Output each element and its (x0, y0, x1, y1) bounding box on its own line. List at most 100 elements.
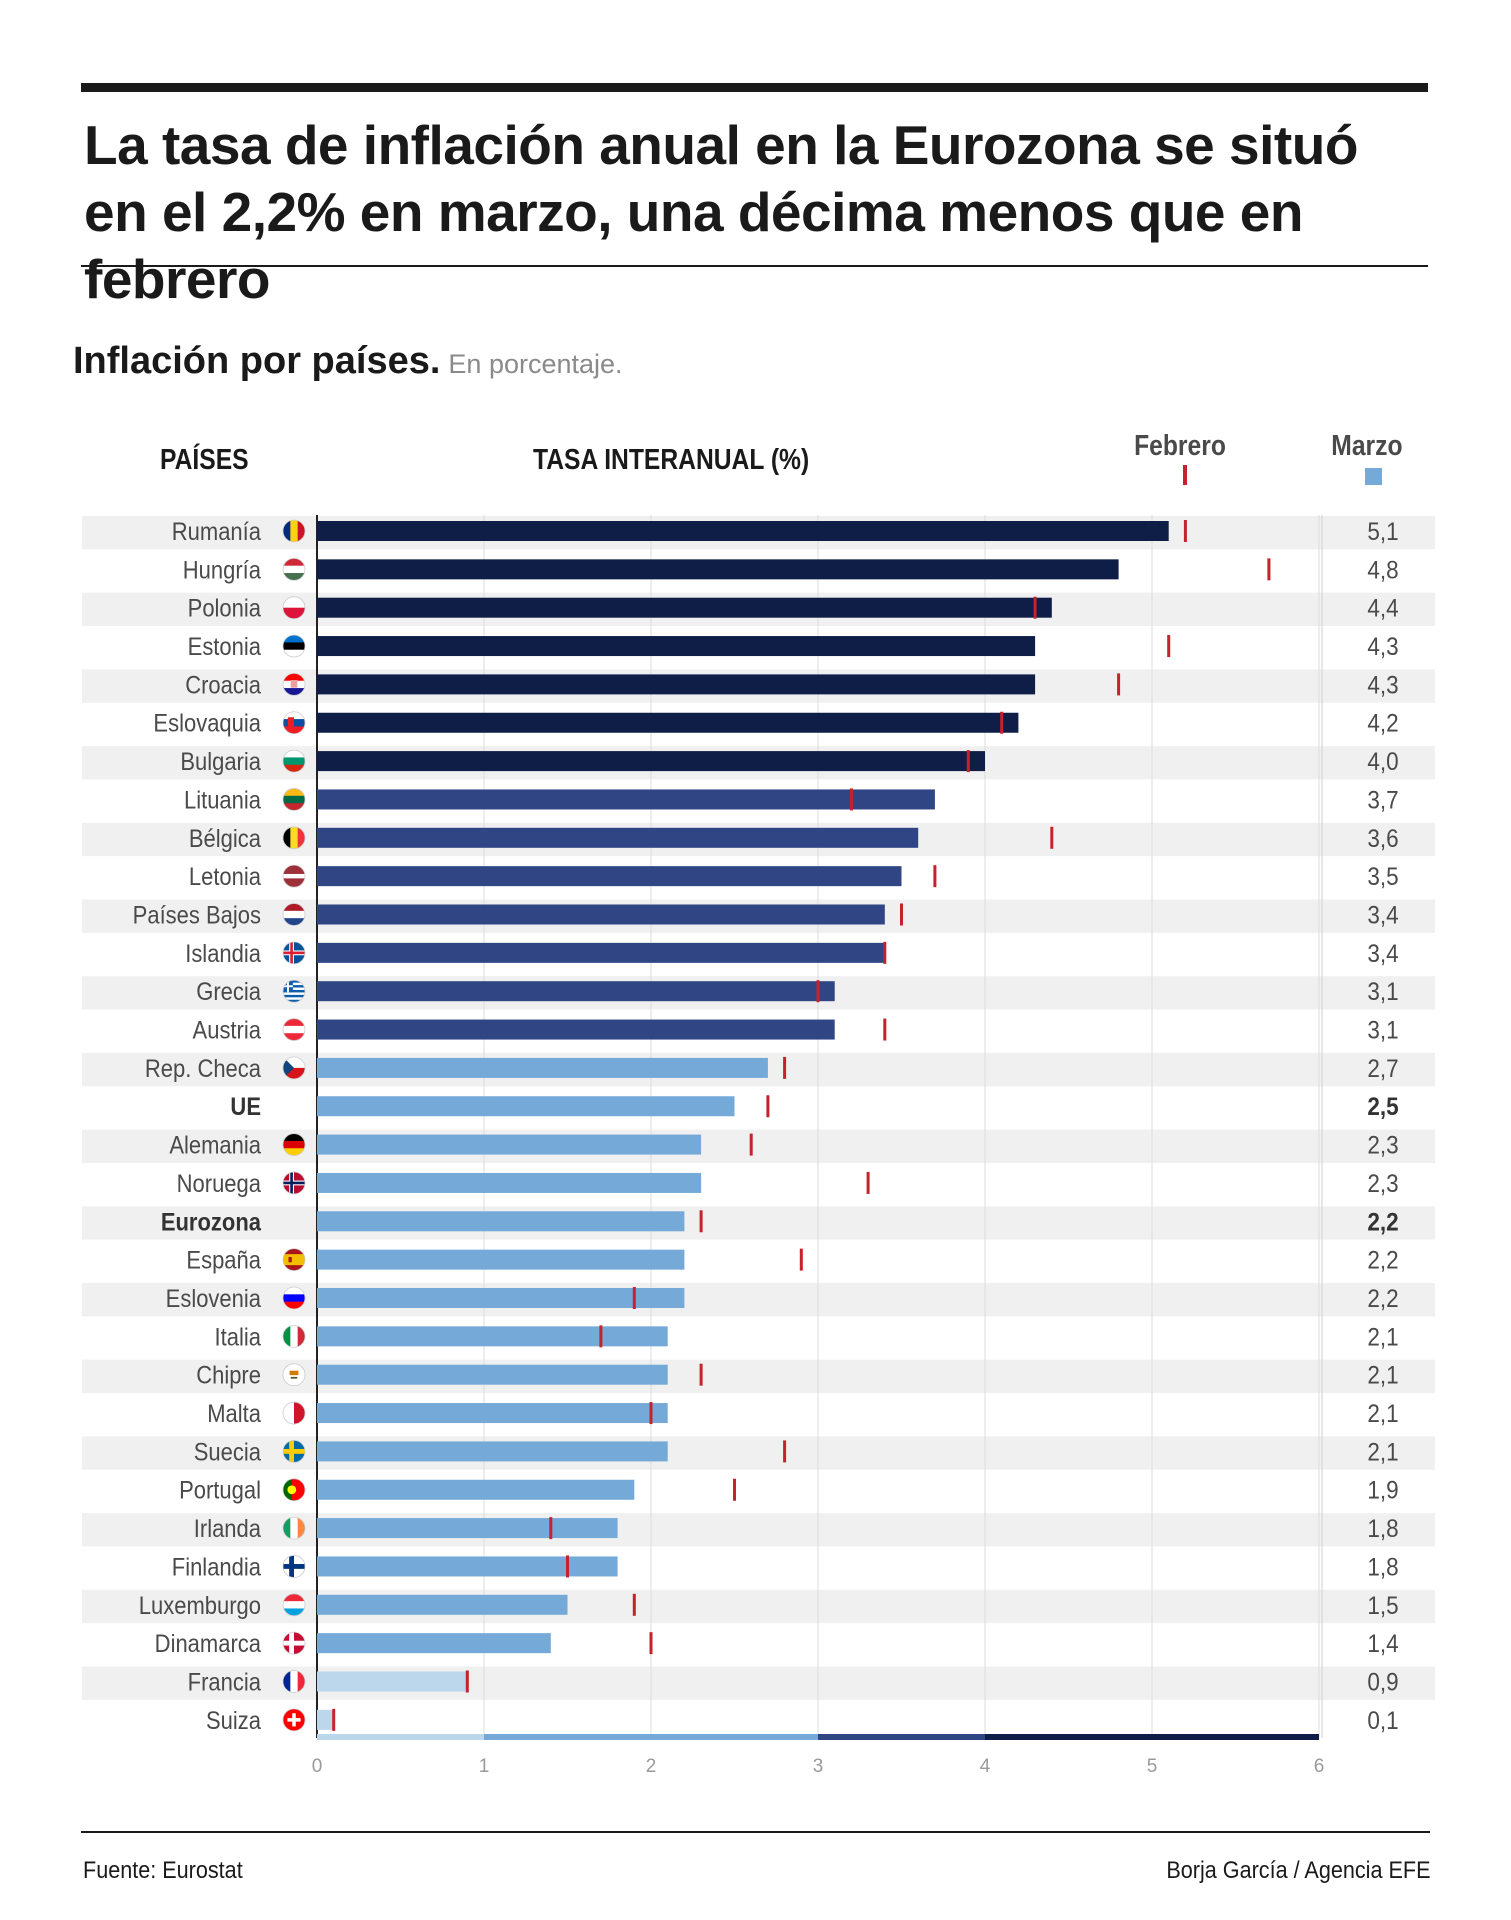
value-label: 2,2 (1367, 1208, 1398, 1236)
row-stripe (82, 1513, 1435, 1547)
value-label: 3,7 (1367, 786, 1398, 814)
flag-icon-no (282, 1171, 306, 1195)
february-marker (966, 750, 970, 773)
march-bar (317, 559, 1119, 580)
x-tick-label: 1 (479, 1756, 490, 1777)
country-label: Portugal (179, 1476, 261, 1504)
february-marker (1117, 673, 1121, 696)
chart-subtitle: Inflación por países. En porcentaje. (73, 340, 623, 383)
value-label: 3,1 (1367, 978, 1398, 1006)
march-bar (317, 827, 919, 848)
february-marker (699, 1210, 703, 1233)
march-bar (317, 1364, 668, 1385)
source-note: Fuente: Eurostat (83, 1857, 243, 1884)
value-label: 3,1 (1367, 1016, 1398, 1044)
flag-icon-lt (282, 788, 306, 811)
flag-icon-fi (282, 1555, 306, 1578)
march-bar (317, 1288, 685, 1308)
scale-band (985, 1734, 1319, 1740)
february-marker (733, 1478, 736, 1501)
country-label: Italia (215, 1323, 262, 1351)
value-label: 1,4 (1367, 1630, 1398, 1658)
country-label: Luxemburgo (139, 1592, 261, 1620)
march-bar (317, 1403, 668, 1424)
row-stripe (82, 1666, 1435, 1700)
march-bar (317, 866, 902, 887)
value-label: 1,8 (1367, 1515, 1398, 1543)
value-label: 4,8 (1367, 556, 1398, 584)
march-bar (317, 1326, 668, 1347)
value-label: 2,3 (1367, 1132, 1398, 1160)
flag-icon-cz (282, 1056, 306, 1080)
value-label: 4,4 (1367, 595, 1398, 623)
legend-march-label: Marzo (1331, 430, 1403, 462)
scale-band (484, 1734, 818, 1740)
country-label: España (186, 1246, 261, 1274)
value-label: 2,2 (1367, 1285, 1398, 1313)
title-rule (81, 265, 1428, 267)
row-stripe (82, 1359, 1435, 1394)
flag-icon-bg (282, 749, 306, 773)
february-marker (699, 1363, 703, 1386)
scale-band (317, 1734, 484, 1740)
flag-icon-lv (282, 864, 306, 888)
flag-icon-it (282, 1324, 306, 1348)
february-marker (1033, 596, 1037, 619)
footer-rule (81, 1831, 1430, 1833)
flag-icon-dk (282, 1631, 306, 1655)
country-label: Estonia (188, 633, 262, 661)
value-label: 2,1 (1367, 1323, 1398, 1351)
country-label: Rumanía (172, 518, 262, 546)
flag-icon-lu (282, 1593, 306, 1617)
value-label: 2,3 (1367, 1170, 1398, 1198)
march-bar (317, 1633, 551, 1654)
country-label: Irlanda (194, 1515, 262, 1543)
march-bar (317, 1441, 668, 1462)
march-bar (317, 751, 985, 772)
march-bar (317, 1019, 835, 1040)
february-marker (933, 865, 937, 888)
country-label: Eslovenia (166, 1285, 262, 1313)
march-bar (317, 1556, 618, 1577)
march-bar (317, 981, 835, 1002)
february-marker (632, 1593, 636, 1616)
value-label: 0,9 (1367, 1668, 1398, 1696)
credit-note: Borja García / Agencia EFE (1165, 1857, 1430, 1884)
flag-icon-ie (282, 1516, 306, 1540)
march-bar (317, 1172, 702, 1193)
flag-icon-fr (282, 1670, 306, 1693)
february-marker (465, 1670, 469, 1693)
scale-band (818, 1734, 985, 1740)
february-marker (599, 1325, 603, 1348)
value-label: 1,5 (1367, 1592, 1398, 1620)
february-marker (1167, 635, 1171, 658)
march-bar (317, 521, 1169, 541)
february-marker (900, 903, 903, 926)
march-bar (317, 1096, 735, 1117)
flag-icon-mt (282, 1401, 306, 1425)
country-label: Croacia (185, 671, 262, 699)
february-marker (1050, 826, 1054, 849)
country-label: Malta (207, 1400, 262, 1428)
march-bar (317, 597, 1052, 618)
february-marker (632, 1287, 636, 1309)
february-marker (649, 1402, 653, 1425)
march-bar (317, 1671, 468, 1692)
value-label: 2,1 (1367, 1400, 1398, 1428)
february-marker (1183, 520, 1187, 542)
flag-icon-cy (282, 1363, 306, 1387)
value-label: 2,5 (1367, 1093, 1398, 1121)
country-label: Suecia (194, 1438, 262, 1466)
country-label: Islandia (185, 940, 262, 968)
flag-icon-be (282, 826, 306, 850)
country-label: Chipre (196, 1361, 261, 1389)
march-bar (317, 674, 1036, 695)
flag-icon-es (282, 1248, 306, 1272)
flag-icon-pl (282, 596, 306, 620)
march-bar (317, 1518, 618, 1539)
march-bar (317, 1479, 635, 1500)
february-marker (883, 1018, 887, 1041)
february-marker (783, 1440, 787, 1463)
x-tick-label: 4 (980, 1756, 991, 1777)
